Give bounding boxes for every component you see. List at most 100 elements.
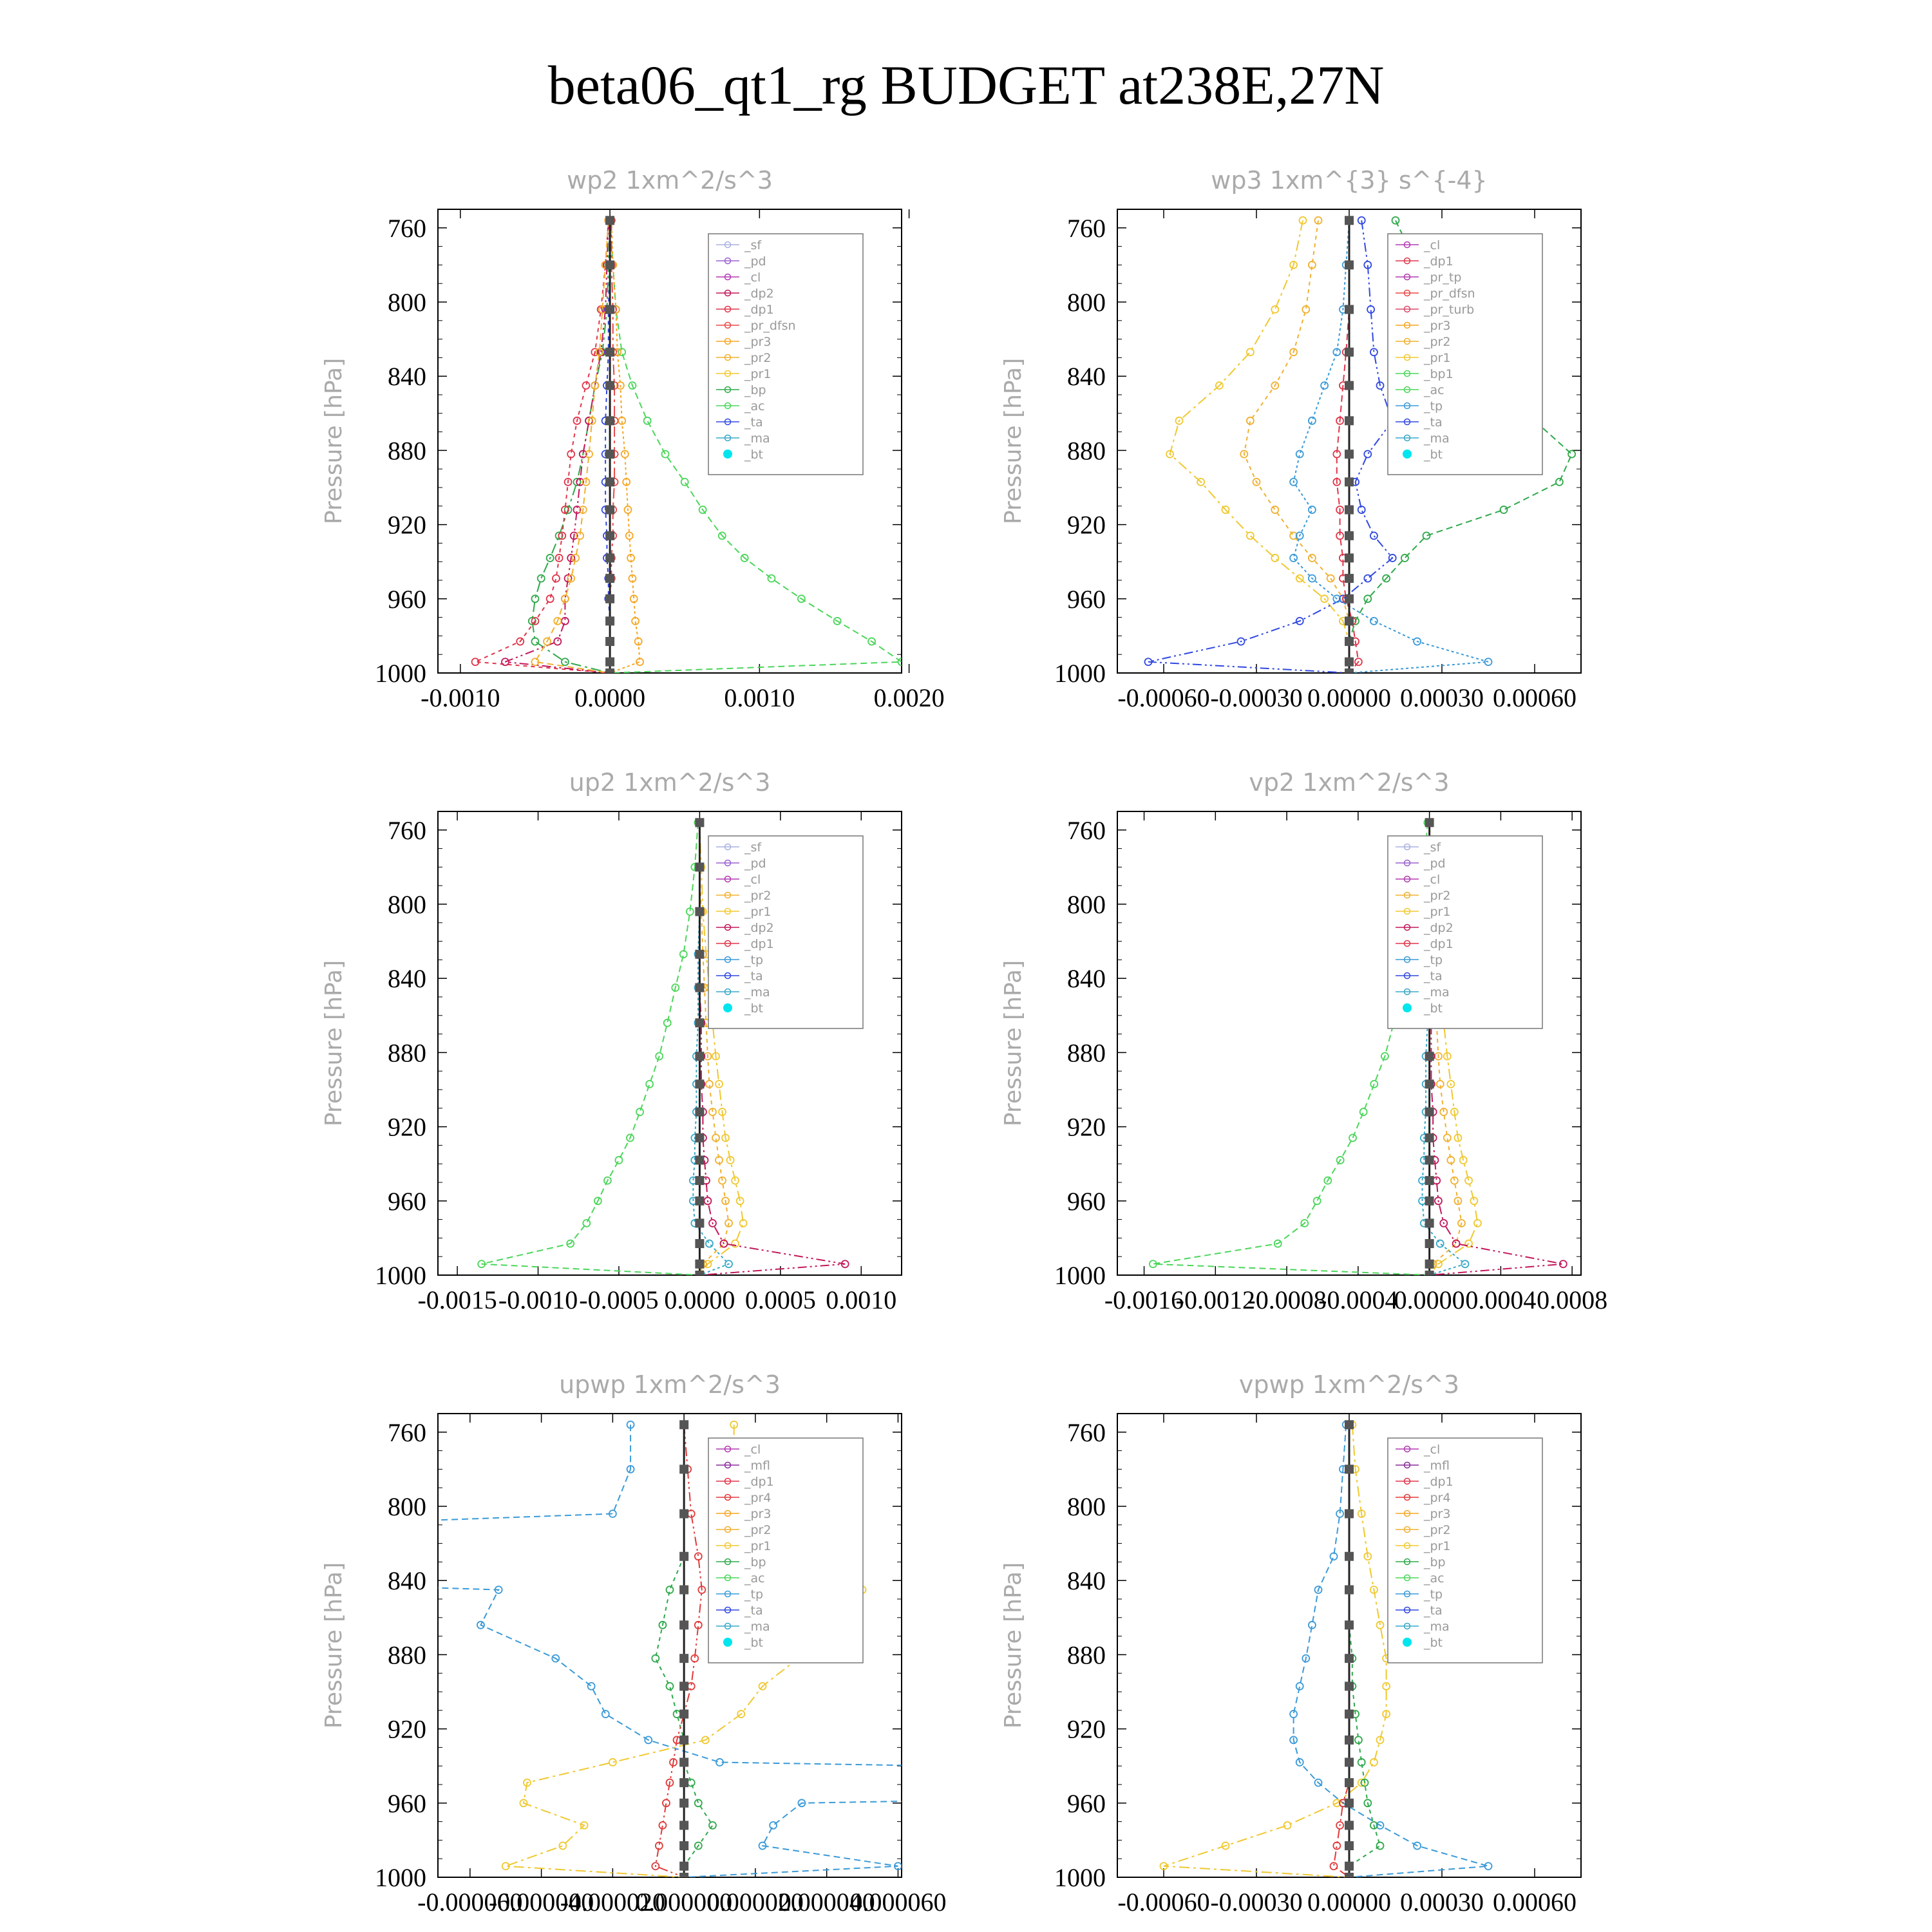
y-axis-label: Pressure [hPa] — [321, 960, 347, 1126]
series-line-tp — [1293, 1425, 1489, 1877]
series-point-bt — [1345, 1778, 1354, 1788]
legend-marker — [1403, 1574, 1411, 1582]
series-point-pr4 — [694, 1620, 703, 1629]
y-tick-label: 800 — [1067, 890, 1106, 919]
series-point-bt — [1345, 1620, 1354, 1630]
y-tick-label: 960 — [388, 1789, 426, 1818]
x-tick-label: -0.0016 — [1104, 1285, 1184, 1314]
series-point-tp — [1929, 1779, 1932, 1786]
series-point-ac — [626, 1133, 634, 1142]
series-point-ac — [1273, 1239, 1282, 1248]
legend-label: _pr1 — [1423, 905, 1450, 919]
series-point-bp — [573, 477, 582, 486]
series-point-tp — [551, 1654, 560, 1663]
series-point-bt — [695, 1176, 705, 1186]
y-tick-label: 840 — [1067, 362, 1106, 391]
legend-marker — [1403, 923, 1411, 931]
series-point-tp — [1413, 1841, 1422, 1850]
series-point-tp — [1289, 477, 1298, 486]
series-point-tp — [494, 1586, 503, 1595]
series-point-tp — [1308, 1620, 1316, 1629]
legend-label: _sf — [744, 840, 762, 855]
y-tick-label: 840 — [1067, 964, 1106, 993]
series-line-tp — [438, 1425, 902, 1877]
legend-label: _sf — [1423, 840, 1441, 855]
legend-label: _bt — [1423, 1636, 1443, 1650]
series-point-tp — [1289, 554, 1298, 562]
legend-marker — [1403, 1526, 1411, 1533]
y-tick-label: 760 — [388, 816, 426, 845]
series-point-bt — [1345, 1464, 1354, 1474]
series-point-tp — [608, 1510, 617, 1518]
series-point-bt — [1345, 347, 1354, 357]
series-point-bt — [679, 1420, 689, 1430]
legend-marker — [1403, 386, 1411, 393]
series-point-ac — [661, 450, 670, 459]
series-point-pr1 — [1289, 260, 1298, 269]
legend-marker-bt — [1403, 1638, 1412, 1647]
x-tick-label: 0.000000 — [636, 1888, 732, 1917]
series-point-pr2 — [531, 658, 540, 667]
legend-marker — [1403, 859, 1411, 867]
legend-marker — [724, 418, 732, 426]
series-point-ac — [643, 416, 652, 425]
series-point-tp — [644, 1736, 653, 1745]
series-point-ac — [867, 637, 876, 646]
panel-title: wp2 1xm^2/s^3 — [567, 166, 773, 194]
series-point-bt — [1425, 1239, 1434, 1249]
legend-marker — [1403, 241, 1411, 249]
x-tick-label: -0.0008 — [1247, 1285, 1326, 1314]
series-point-pr2 — [1308, 554, 1316, 562]
series-point-tp — [1289, 1736, 1298, 1745]
series-point-pr1 — [1159, 1862, 1168, 1871]
series-point-bt — [695, 1018, 705, 1028]
series-point-pr2 — [724, 1218, 733, 1227]
series-point-bp — [694, 1799, 703, 1808]
series-point-bt — [679, 1778, 689, 1788]
legend-marker — [1403, 1590, 1411, 1598]
series-point-bt — [605, 616, 615, 626]
series-point-pr2 — [1457, 1218, 1466, 1227]
legend-label: _pr2 — [1423, 335, 1450, 349]
series-point-ac — [1349, 1133, 1357, 1142]
series-point-tp — [1308, 416, 1316, 425]
series-point-pr1 — [1446, 1079, 1455, 1088]
series-point-pr2 — [708, 1108, 717, 1116]
series-point-dp1 — [545, 594, 554, 603]
series-point-pr2 — [1271, 381, 1280, 390]
series-point-ac — [628, 381, 637, 390]
series-point-bt — [1345, 616, 1354, 626]
legend-marker — [1403, 418, 1411, 426]
series-point-pr3 — [622, 477, 631, 486]
legend-label: _pr1 — [744, 1539, 771, 1553]
series-point-dp2 — [567, 554, 576, 562]
legend-marker — [1403, 1445, 1411, 1453]
series-point-bt — [1345, 594, 1354, 603]
series-point-pr1 — [1464, 1176, 1473, 1185]
series-point-bt — [679, 1509, 689, 1519]
series-point-bt — [695, 1133, 705, 1142]
series-point-pr3 — [636, 658, 644, 667]
series-group — [471, 216, 902, 673]
series-group — [1144, 216, 1577, 673]
series-point-dp1 — [567, 450, 576, 459]
series-point-bt — [695, 949, 705, 959]
series-point-pr1 — [558, 1841, 567, 1850]
series-point-bt — [605, 594, 615, 603]
series-point-bt — [1345, 1509, 1354, 1519]
x-tick-label: -0.000020 — [560, 1888, 665, 1917]
series-line-pr2 — [1243, 220, 1350, 673]
series-point-pr2 — [585, 450, 593, 459]
series-point-bt — [1425, 1271, 1434, 1275]
series-point-bp — [1363, 1799, 1372, 1808]
series-point-bt — [1345, 260, 1354, 270]
legend-marker — [1403, 988, 1411, 996]
series-point-pr4 — [651, 1862, 660, 1871]
y-axis-label: Pressure [hPa] — [1000, 358, 1027, 524]
series-point-pr1 — [1246, 348, 1255, 357]
series-point-dp1 — [554, 554, 564, 562]
series-point-ac — [618, 348, 627, 357]
legend-label: _cl — [1423, 1443, 1440, 1457]
series-point-ac — [717, 531, 726, 540]
series-point-pr2 — [718, 1176, 726, 1185]
